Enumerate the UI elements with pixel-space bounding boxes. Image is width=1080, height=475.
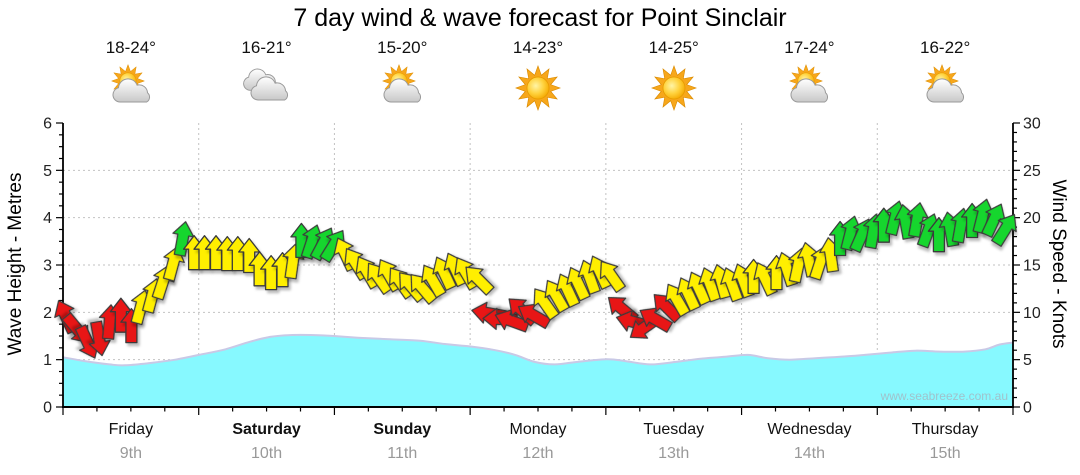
left-axis-tick-label: 4 (43, 210, 52, 227)
partly-cloudy-icon (376, 62, 428, 114)
day-label: Saturday (232, 421, 301, 438)
left-axis-tick-label: 0 (43, 400, 52, 417)
temperature-range: 17-24° (784, 38, 835, 57)
temperature-range: 14-23° (512, 38, 564, 57)
sunny-icon (648, 62, 700, 114)
wind-arrow (599, 260, 627, 294)
wind-arrow (88, 320, 111, 357)
right-axis-tick-label: 30 (1023, 116, 1041, 133)
date-label: 10th (250, 445, 283, 462)
left-axis-tick-label: 3 (43, 258, 52, 275)
chart-title: 7 day wind & wave forecast for Point Sin… (293, 4, 787, 32)
day-label: Sunday (373, 421, 432, 438)
cloud-shape (926, 78, 965, 103)
temperature-range: 15-20° (377, 38, 428, 57)
cloud-shape (790, 78, 829, 103)
temperature-range: 14-25° (648, 38, 699, 57)
right-axis-tick-label: 20 (1023, 210, 1041, 227)
date-label: 9th (119, 445, 142, 462)
day-label: Tuesday (643, 421, 705, 438)
day-label: Friday (108, 421, 154, 438)
left-axis-tick-label: 1 (43, 352, 52, 369)
partly-cloudy-icon (105, 62, 157, 114)
temperature-range: 16-21° (241, 38, 292, 57)
date-label: 11th (387, 445, 418, 462)
wave-height-area (63, 334, 1013, 407)
right-axis-tick-label: 5 (1023, 352, 1032, 369)
wind-arrow (991, 213, 1017, 247)
left-axis-tick-label: 5 (43, 163, 52, 180)
day-label: Wednesday (767, 421, 852, 438)
date-label: 15th (929, 445, 961, 462)
right-axis-tick-label: 0 (1023, 400, 1032, 417)
partly-cloudy-icon (783, 62, 835, 114)
day-label: Monday (509, 421, 567, 438)
day-label: Thursday (911, 421, 979, 438)
right-axis-tick-label: 10 (1023, 305, 1041, 322)
watermark: www.seabreeze.com.au (880, 389, 1008, 403)
cloudy-icon (241, 62, 293, 114)
cloud-shape (112, 78, 150, 103)
cloud-shape (250, 76, 288, 101)
left-axis-title: Wave Height - Metres (5, 172, 26, 356)
wind-arrows-layer (54, 198, 1017, 359)
cloud-shape (383, 78, 422, 103)
date-label: 13th (658, 445, 690, 462)
right-axis-tick-label: 15 (1023, 258, 1041, 275)
right-axis-tick-label: 25 (1023, 163, 1041, 180)
sun-shape (650, 65, 697, 111)
left-axis-tick-label: 2 (43, 305, 52, 322)
wind-arrow (465, 266, 495, 296)
wave-height-line (62, 333, 1014, 367)
sunny-icon (512, 62, 564, 114)
sun-shape (515, 65, 561, 111)
date-label: 14th (793, 445, 825, 462)
temperature-range: 18-24° (105, 38, 156, 57)
partly-cloudy-icon (919, 62, 971, 114)
right-axis-title: Wind Speed - Knots (1048, 179, 1069, 349)
temperature-range: 16-22° (920, 38, 971, 57)
date-label: 12th (522, 445, 554, 462)
left-axis-tick-label: 6 (43, 116, 52, 133)
